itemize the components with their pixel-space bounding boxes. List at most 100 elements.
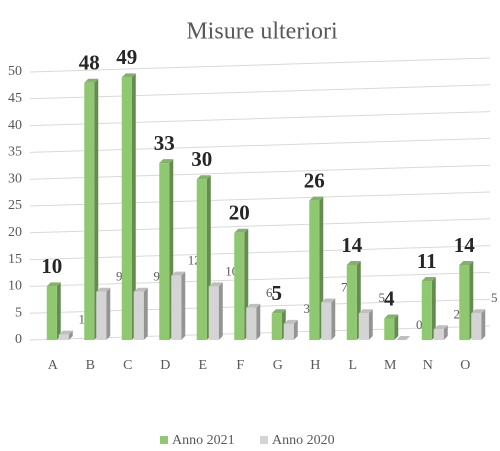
y-tick-label: 10 — [8, 279, 22, 294]
x-tick-label: H — [310, 358, 320, 373]
bar — [234, 232, 245, 340]
bar — [58, 334, 69, 340]
legend-swatch — [260, 436, 268, 444]
bar — [171, 275, 182, 340]
bar-top — [84, 78, 99, 83]
bar-top — [433, 325, 448, 330]
data-label: 33 — [154, 131, 175, 155]
bar-top — [283, 319, 298, 324]
bar-top — [121, 73, 136, 78]
data-label: 26 — [304, 168, 325, 192]
bar-top — [171, 271, 186, 276]
bar-top — [358, 309, 373, 314]
x-tick-label: M — [384, 358, 397, 373]
data-label: 5 — [379, 290, 386, 305]
bar-top — [421, 277, 436, 282]
bar — [471, 313, 482, 340]
data-label: 11 — [417, 249, 437, 273]
bar — [421, 281, 432, 340]
data-label: 3 — [304, 301, 311, 316]
legend-swatch — [160, 436, 168, 444]
bar-top — [208, 282, 223, 287]
y-tick-label: 25 — [8, 198, 22, 213]
data-label: 49 — [116, 45, 137, 69]
data-label: 0 — [416, 317, 423, 332]
bar-top — [46, 282, 61, 287]
x-tick-label: G — [273, 358, 283, 373]
y-tick-label: 20 — [8, 225, 22, 240]
data-label: 4 — [384, 286, 395, 310]
x-tick-label: C — [123, 358, 132, 373]
data-label: 14 — [454, 233, 476, 257]
bar — [309, 200, 320, 340]
data-label: 48 — [79, 51, 100, 75]
grid-line — [29, 111, 491, 127]
x-tick-label: F — [236, 358, 244, 373]
bar — [321, 302, 332, 340]
data-label: 9 — [116, 269, 123, 284]
y-tick-label: 50 — [8, 64, 22, 79]
x-tick-label: L — [348, 358, 357, 373]
bar-side — [56, 282, 61, 340]
x-tick-label: E — [198, 358, 207, 373]
bar-side — [256, 303, 261, 340]
data-label: 30 — [191, 147, 212, 171]
data-label: 10 — [41, 254, 62, 278]
bar-side — [394, 314, 399, 340]
data-label: 7 — [341, 279, 348, 294]
data-label: 9 — [154, 269, 161, 284]
bar-side — [106, 287, 111, 340]
bar — [208, 286, 219, 340]
bar — [196, 179, 207, 340]
y-tick-label: 45 — [8, 91, 22, 106]
y-tick-label: 0 — [15, 332, 22, 347]
bar-top — [396, 336, 411, 340]
grid-line — [29, 137, 491, 153]
data-label: 6 — [266, 285, 273, 300]
y-tick-label: 5 — [15, 305, 22, 320]
data-label: 20 — [229, 201, 250, 225]
x-tick-label: N — [423, 358, 433, 373]
bar — [433, 329, 444, 340]
legend-label: Anno 2020 — [272, 433, 335, 448]
bar — [459, 264, 470, 340]
grid-line — [29, 84, 491, 100]
bar — [159, 163, 170, 340]
x-tick-label: A — [48, 358, 59, 373]
grid-line — [29, 271, 491, 287]
bar — [96, 291, 107, 340]
chart-title: Misure ulteriori — [186, 19, 338, 45]
grid-line — [29, 245, 491, 261]
bar-side — [481, 309, 486, 340]
grid-line — [29, 191, 491, 207]
bar-side — [131, 73, 136, 341]
bar — [46, 286, 57, 340]
data-label: 1 — [79, 312, 86, 327]
bar — [346, 264, 357, 340]
bar-side — [218, 282, 223, 340]
bar-side — [431, 277, 436, 340]
bar — [84, 82, 95, 340]
bar-side — [331, 298, 336, 340]
bar-side — [443, 325, 448, 340]
bar — [133, 291, 144, 340]
bar-top — [58, 330, 73, 335]
bar-side — [368, 309, 373, 340]
bar — [358, 313, 369, 340]
bar — [384, 318, 395, 340]
bar-top — [133, 287, 148, 292]
bar — [121, 77, 132, 341]
bar-top — [271, 309, 286, 314]
bar-top — [384, 314, 399, 319]
grid-line — [29, 218, 491, 234]
bar-top — [196, 175, 211, 180]
x-tick-label: D — [160, 358, 170, 373]
x-tick-label: B — [86, 358, 95, 373]
bar-top — [246, 303, 261, 308]
bar — [246, 307, 257, 340]
bar-top — [96, 287, 111, 292]
data-label: 5 — [272, 281, 283, 305]
x-tick-label: O — [460, 358, 470, 373]
y-tick-label: 30 — [8, 171, 22, 186]
y-tick-label: 15 — [8, 252, 22, 267]
